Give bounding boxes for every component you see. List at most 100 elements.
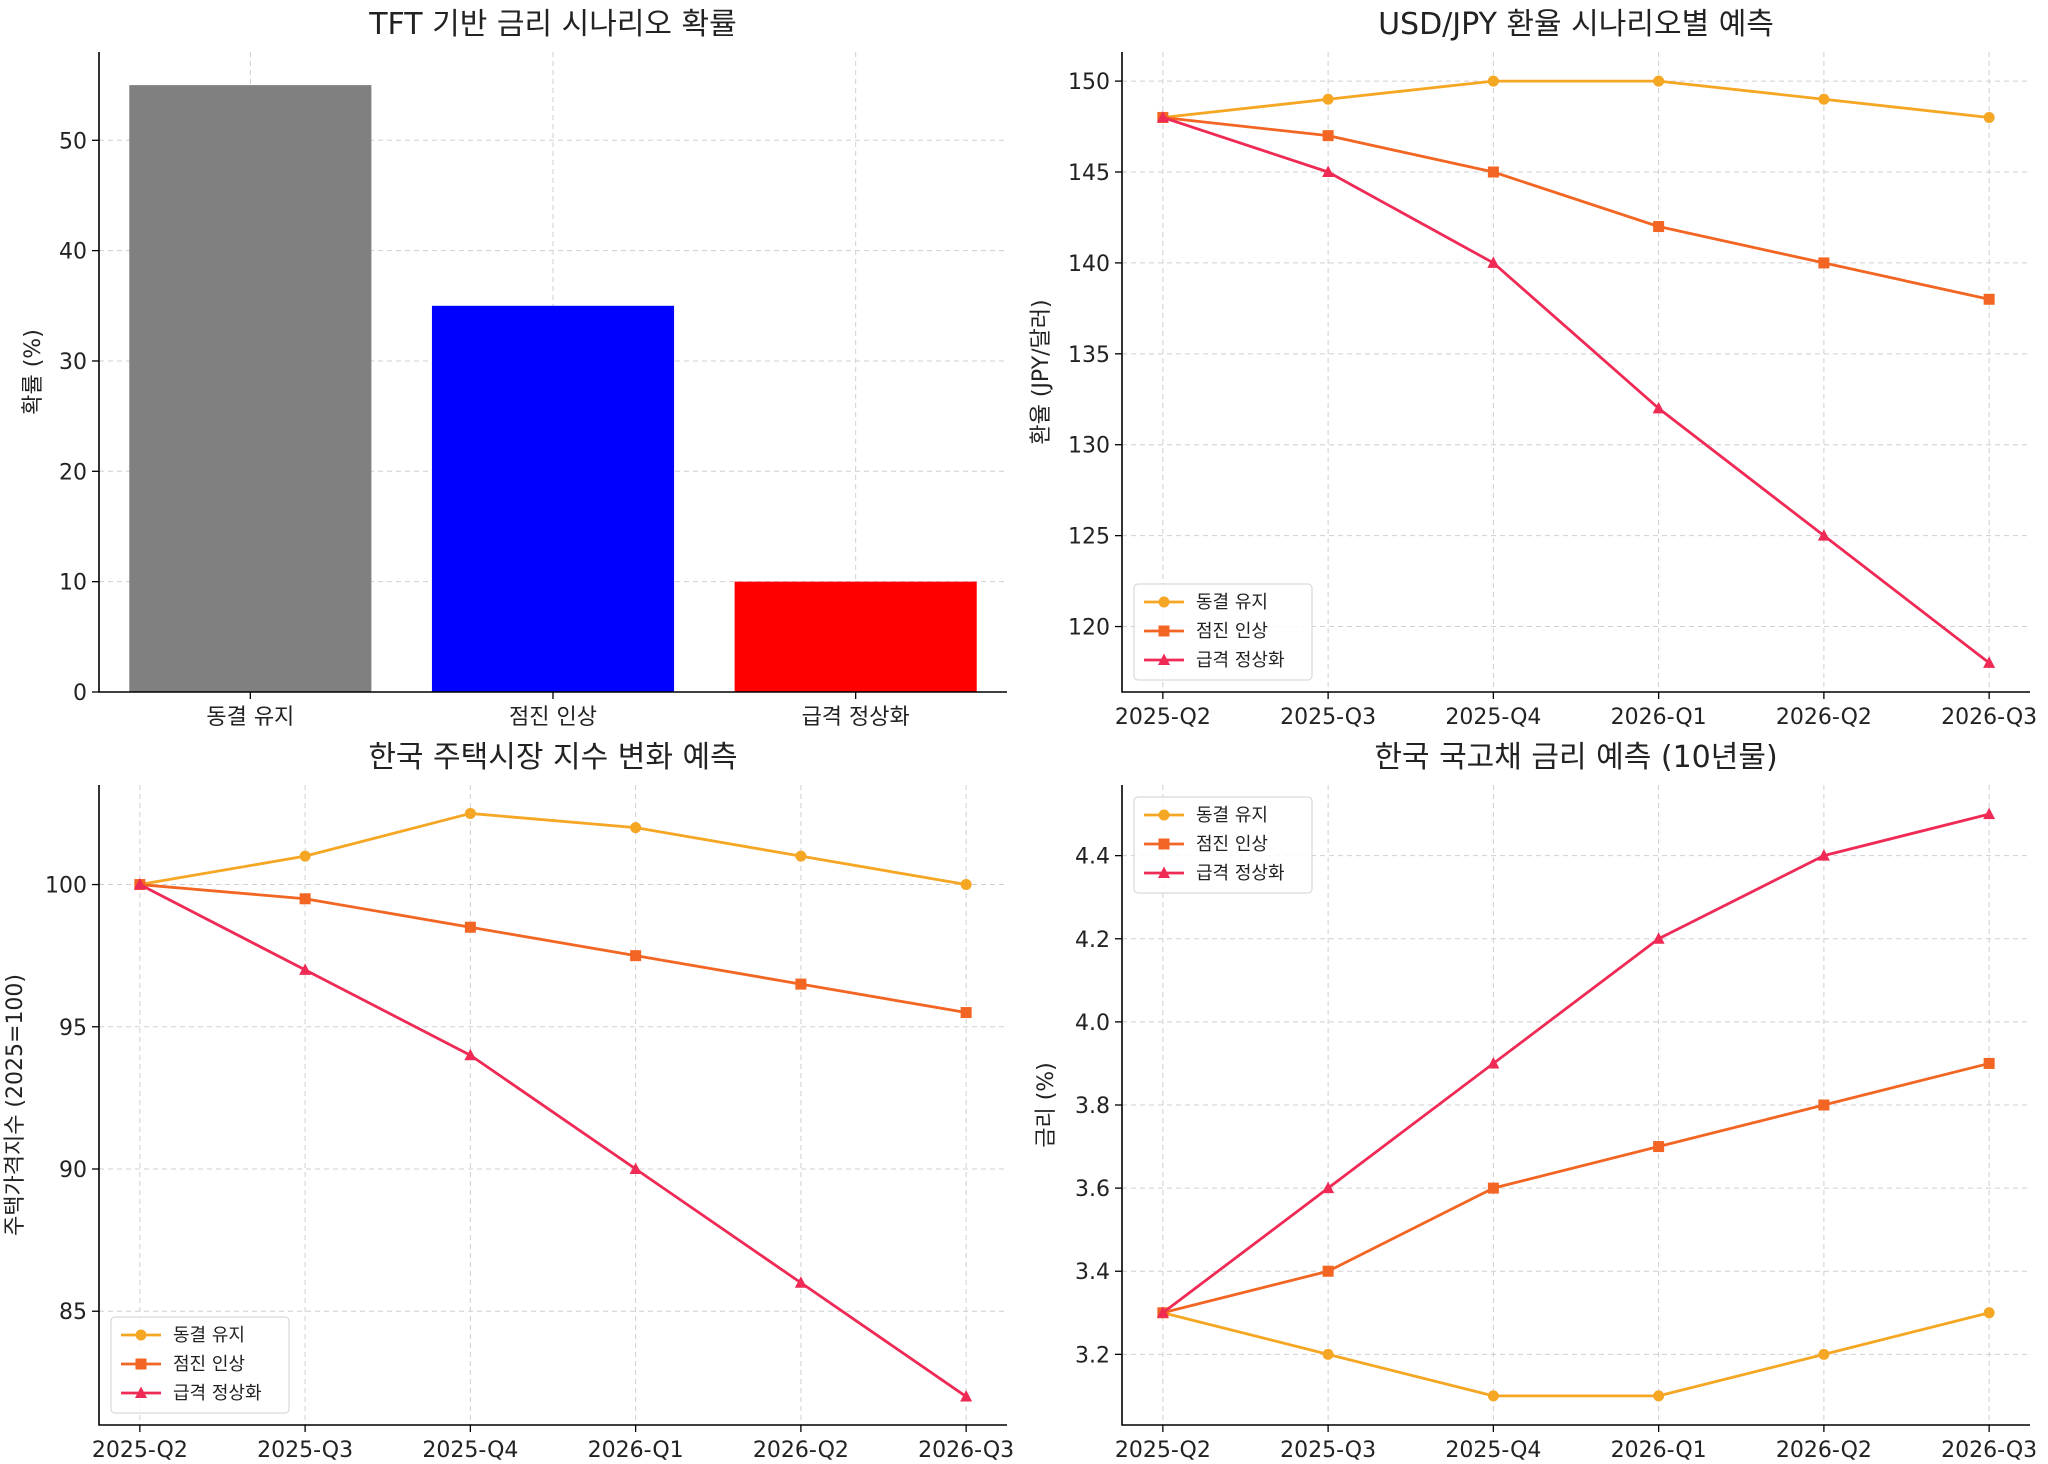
data-point <box>1487 166 1499 178</box>
data-point <box>795 850 807 862</box>
data-point <box>1817 529 1830 541</box>
legend-label: 급격 정상화 <box>1196 863 1285 884</box>
data-point <box>960 879 972 891</box>
y-tick-label: 50 <box>59 129 87 154</box>
y-axis-label: 금리 (%) <box>1034 1062 1059 1148</box>
x-tick-label: 2025-Q3 <box>1280 705 1376 730</box>
x-tick-label: 2026-Q2 <box>753 1438 849 1463</box>
data-point <box>1983 807 1996 820</box>
data-point <box>1983 111 1995 123</box>
y-tick-label: 125 <box>1068 525 1110 550</box>
legend-marker <box>1158 596 1170 608</box>
x-tick-label: 2026-Q1 <box>1611 705 1707 730</box>
series-line-1 <box>1162 79 1990 119</box>
data-point <box>1322 93 1334 105</box>
x-tick-label: 2025-Q3 <box>257 1438 353 1463</box>
legend-box <box>1133 583 1313 681</box>
y-tick-label: 20 <box>59 460 87 485</box>
chart-title: TFT 기반 금리 시나리오 확률 <box>368 7 737 42</box>
data-point <box>1653 75 1665 87</box>
data-point <box>1156 110 1169 123</box>
bar-2 <box>431 305 675 692</box>
y-tick-label: 140 <box>1068 252 1110 277</box>
data-point <box>1653 1390 1665 1402</box>
series-line-3 <box>1162 812 1990 1314</box>
data-point <box>1818 1099 1830 1111</box>
y-tick-label: 135 <box>1068 343 1110 368</box>
y-tick-label: 3.6 <box>1075 1177 1110 1202</box>
data-point <box>1487 256 1500 268</box>
y-tick-label: 3.8 <box>1075 1094 1110 1119</box>
series-line-3 <box>139 883 967 1398</box>
legend-marker <box>1158 866 1170 878</box>
series-line-2 <box>1162 1062 1990 1315</box>
x-tick-label: 2026-Q3 <box>918 1438 1014 1463</box>
data-point <box>133 878 146 890</box>
data-point <box>1818 257 1830 269</box>
data-point <box>1156 1306 1169 1318</box>
legend-label: 동결 유지 <box>173 1325 245 1346</box>
data-point <box>1487 75 1499 87</box>
series-line-3 <box>1162 116 1990 665</box>
x-tick-label: 점진 인상 <box>509 705 597 730</box>
legend-marker <box>1158 625 1170 637</box>
legend-label: 동결 유지 <box>1196 592 1268 613</box>
legend-box <box>110 1316 290 1414</box>
y-tick-label: 150 <box>1068 70 1110 95</box>
chart-panel-1: 0 10 20 30 40 50 동결 유지 점진 인상 급격 정상화 TFT 기반 금리 시나리… <box>21 7 1007 730</box>
series-line-1 <box>1162 1311 1990 1398</box>
data-point <box>1652 932 1665 944</box>
legend-label: 점진 인상 <box>1196 834 1268 855</box>
x-tick-label: 2025-Q4 <box>422 1438 518 1463</box>
bar-3 <box>734 581 977 692</box>
y-tick-label: 40 <box>59 240 87 265</box>
y-axis-label: 환율 (JPY/달러) <box>1029 299 1054 444</box>
x-tick-label: 2025-Q3 <box>1280 1438 1376 1463</box>
data-point <box>464 921 476 933</box>
legend-label: 동결 유지 <box>1196 805 1268 826</box>
series-line-1 <box>139 812 967 886</box>
data-point <box>1817 849 1830 861</box>
y-tick-label: 95 <box>59 1016 87 1041</box>
data-point <box>630 822 642 834</box>
data-point <box>1818 1348 1830 1360</box>
data-point <box>1487 1390 1499 1402</box>
x-tick-label: 2026-Q2 <box>1776 1438 1872 1463</box>
legend-marker <box>1158 809 1170 821</box>
chart-panel-2: 120 125 130 135 140 145 150 2025-Q2 2025-Q3 2025-… <box>1029 7 2037 730</box>
y-tick-label: 4.4 <box>1075 845 1110 870</box>
x-tick-label: 2025-Q2 <box>1115 1438 1211 1463</box>
chart-title: USD/JPY 환율 시나리오별 예측 <box>1378 7 1774 42</box>
y-tick-label: 4.0 <box>1075 1011 1110 1036</box>
legend-label: 급격 정상화 <box>173 1383 262 1404</box>
legend-label: 점진 인상 <box>1196 621 1268 642</box>
axis-spine <box>98 785 1007 1426</box>
y-tick-label: 145 <box>1068 161 1110 186</box>
legend-label: 급격 정상화 <box>1196 650 1285 671</box>
chart-title: 한국 주택시장 지수 변화 예측 <box>368 740 737 775</box>
y-tick-label: 4.2 <box>1075 928 1110 953</box>
y-tick-label: 120 <box>1068 616 1110 641</box>
x-tick-label: 2026-Q1 <box>1611 1438 1707 1463</box>
legend-marker <box>135 1386 147 1398</box>
data-point <box>1653 221 1665 233</box>
x-tick-label: 2025-Q4 <box>1445 1438 1541 1463</box>
data-point <box>630 950 642 962</box>
data-point <box>1322 130 1334 142</box>
legend-marker <box>1158 653 1170 665</box>
y-tick-label: 3.2 <box>1075 1343 1110 1368</box>
x-tick-label: 급격 정상화 <box>802 705 910 730</box>
data-point <box>960 1007 972 1019</box>
legend-marker <box>1158 838 1170 850</box>
legend-marker <box>135 1358 147 1370</box>
data-point <box>960 1390 973 1402</box>
chart-title: 한국 국고채 금리 예측 (10년물) <box>1374 740 1777 775</box>
y-axis-label: 주택가격지수 (2025=100) <box>3 974 28 1236</box>
data-point <box>464 807 476 819</box>
data-point <box>299 850 311 862</box>
x-tick-label: 2025-Q2 <box>92 1438 188 1463</box>
data-point <box>1487 1182 1499 1194</box>
legend-label: 점진 인상 <box>173 1354 245 1375</box>
